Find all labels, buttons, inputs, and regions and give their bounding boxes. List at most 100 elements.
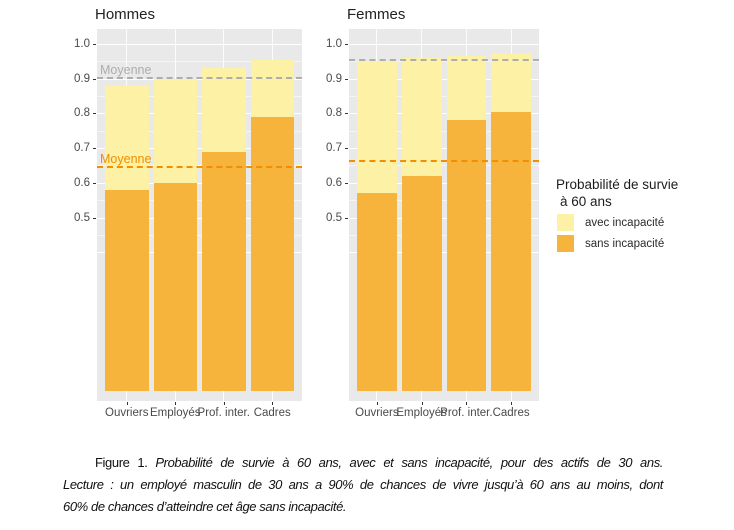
gridline-minor bbox=[349, 165, 539, 167]
gridline-minor bbox=[97, 96, 302, 98]
legend-title: Probabilité de survie à 60 ans bbox=[556, 176, 678, 210]
gridline-minor bbox=[349, 61, 539, 63]
y-axis-tick-mark bbox=[93, 182, 96, 184]
y-axis-tick-mark bbox=[345, 148, 348, 150]
bar-employ-s-sans-incapacite bbox=[153, 182, 197, 391]
mean-line-avec bbox=[97, 77, 302, 79]
x-axis-tick-label: Ouvriers bbox=[105, 407, 149, 419]
gridline-major bbox=[97, 217, 302, 219]
legend-item-sans: sans incapacité bbox=[556, 235, 678, 252]
x-axis-tick-label: Employés bbox=[150, 407, 201, 419]
x-axis-tick-mark bbox=[511, 402, 513, 405]
bar-ouvriers-avec-incapacite bbox=[357, 61, 397, 194]
y-axis-tick-mark bbox=[345, 78, 348, 80]
gridline-minor bbox=[349, 130, 539, 132]
gridline-major bbox=[349, 148, 539, 150]
x-axis-tick-mark bbox=[223, 402, 225, 405]
gridline-minor bbox=[349, 234, 539, 236]
y-axis-tick-label: 0.6 bbox=[326, 176, 342, 189]
facet-panel-femmes bbox=[349, 29, 539, 401]
y-axis-tick-label: 0.5 bbox=[326, 211, 342, 224]
y-axis-tick-label: 0.9 bbox=[326, 72, 342, 85]
bar-cadres-sans-incapacite bbox=[491, 111, 531, 391]
bar-employ-s-avec-incapacite bbox=[401, 57, 442, 176]
avec-incapacite-swatch bbox=[557, 214, 574, 231]
caption-line-3: 60% de chances d’atteindre cet âge sans … bbox=[63, 499, 347, 514]
y-axis-tick-mark bbox=[93, 148, 96, 150]
mean-line-sans bbox=[349, 159, 539, 162]
bar-cadres-sans-incapacite bbox=[250, 116, 294, 391]
gridline-minor bbox=[97, 234, 302, 236]
figure-caption: Figure 1. Probabilité de survie à 60 ans… bbox=[63, 452, 663, 518]
gridline-minor bbox=[349, 96, 539, 98]
legend-title-line2: à 60 ans bbox=[560, 194, 612, 209]
legend-title-line1: Probabilité de survie bbox=[556, 177, 679, 192]
y-axis-tick-mark bbox=[345, 182, 348, 184]
bar-employ-s-sans-incapacite bbox=[401, 175, 442, 391]
caption-line-1-text: Probabilité de survie à 60 ans, avec et … bbox=[155, 455, 664, 470]
mean-line-avec bbox=[349, 59, 539, 62]
mean-line-label: Moyenne bbox=[100, 63, 152, 77]
x-axis-tick-label: Cadres bbox=[492, 407, 530, 419]
y-axis-tick-label: 1.0 bbox=[326, 38, 342, 50]
x-axis-tick-mark bbox=[466, 402, 468, 405]
gridline-major bbox=[97, 148, 302, 150]
legend-item-label: sans incapacité bbox=[585, 238, 665, 250]
legend-item-avec: avec incapacité bbox=[556, 214, 678, 231]
gridline-minor bbox=[349, 200, 539, 202]
bar-cadres-avec-incapacite bbox=[250, 59, 294, 117]
x-axis-tick-label: Cadres bbox=[253, 407, 291, 419]
y-axis-tick-label: 0.7 bbox=[326, 142, 342, 155]
gridline-major bbox=[349, 182, 539, 184]
bar-ouvriers-sans-incapacite bbox=[357, 193, 397, 391]
x-axis-tick-label: Prof. inter. bbox=[197, 407, 250, 419]
caption-line-1: Figure 1. Probabilité de survie à 60 ans… bbox=[63, 452, 663, 474]
facet-title-femmes: Femmes bbox=[347, 6, 406, 23]
y-axis-tick-mark bbox=[345, 44, 348, 45]
y-axis-tick-mark bbox=[345, 113, 348, 115]
x-axis-tick-label: Prof. inter. bbox=[440, 407, 493, 419]
y-axis-tick-mark bbox=[93, 113, 96, 115]
x-axis-tick-mark bbox=[421, 402, 423, 405]
gridline-major bbox=[349, 44, 539, 45]
bar-employ-s-avec-incapacite bbox=[153, 78, 197, 183]
y-axis-tick-label: 0.9 bbox=[74, 72, 90, 85]
y-axis-tick-label: 1.0 bbox=[74, 38, 90, 50]
x-axis-tick-label: Employés bbox=[396, 407, 447, 419]
y-axis-tick-label: 0.6 bbox=[74, 176, 90, 189]
bar-cadres-avec-incapacite bbox=[491, 54, 531, 112]
gridline-minor bbox=[97, 165, 302, 167]
caption-line-2: Lecture : un employé masculin de 30 ans … bbox=[63, 477, 663, 492]
x-axis-tick-label: Ouvriers bbox=[355, 407, 399, 419]
y-axis-tick-label: 0.8 bbox=[74, 107, 90, 120]
gridline-major bbox=[97, 113, 302, 115]
gridline-major bbox=[97, 78, 302, 80]
facet-title-hommes: Hommes bbox=[95, 6, 156, 23]
facet-panel-hommes: Moyenne Moyenne bbox=[97, 29, 302, 401]
gridline-minor bbox=[97, 200, 302, 202]
gridline-minor bbox=[97, 130, 302, 132]
mean-line-sans bbox=[97, 166, 302, 169]
gridline-minor bbox=[97, 61, 302, 63]
gridline-major bbox=[97, 252, 302, 254]
y-axis-tick-mark bbox=[93, 217, 96, 219]
bar-ouvriers-sans-incapacite bbox=[105, 189, 149, 391]
y-axis-tick-label: 0.5 bbox=[74, 211, 90, 224]
bar-ouvriers-avec-incapacite bbox=[105, 85, 149, 190]
gridline-major bbox=[349, 252, 539, 254]
legend-item-label: avec incapacité bbox=[585, 217, 665, 229]
gridline-major bbox=[349, 217, 539, 219]
gridline-major bbox=[97, 44, 302, 45]
y-axis-tick-mark bbox=[345, 217, 348, 219]
y-axis-tick-mark bbox=[93, 78, 96, 80]
sans-incapacite-swatch bbox=[557, 235, 574, 252]
x-axis-tick-mark bbox=[272, 402, 274, 405]
y-axis-tick-mark bbox=[93, 44, 96, 45]
y-axis-tick-label: 0.7 bbox=[74, 142, 90, 155]
chart-legend: Probabilité de survie à 60 ans avec inca… bbox=[556, 176, 678, 252]
x-axis-tick-mark bbox=[175, 402, 177, 405]
gridline-major bbox=[349, 113, 539, 115]
x-axis-tick-mark bbox=[376, 402, 378, 405]
gridline-major bbox=[97, 182, 302, 184]
